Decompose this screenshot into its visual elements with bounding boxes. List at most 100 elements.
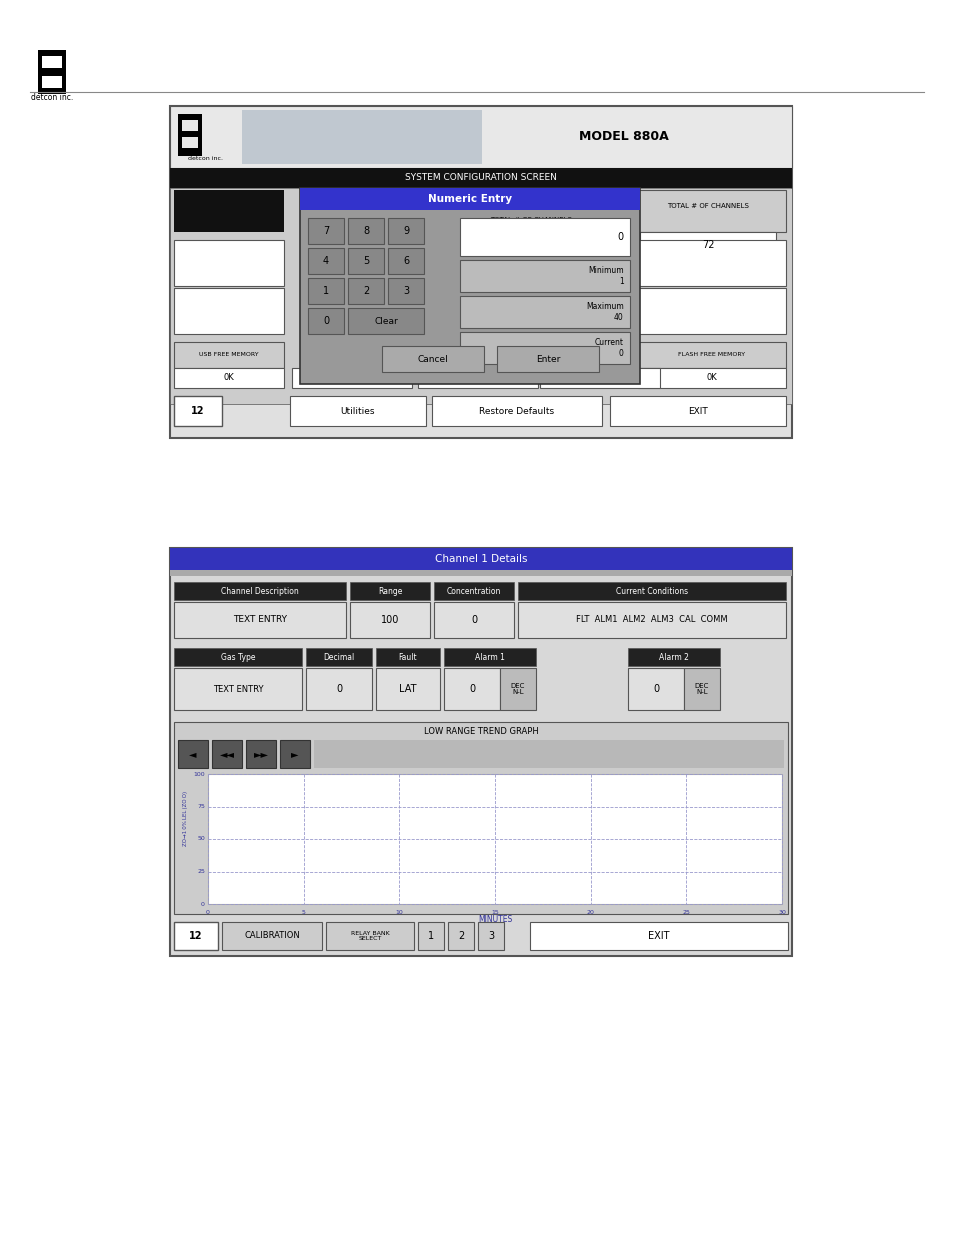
Bar — [308, 278, 344, 304]
Text: 0: 0 — [617, 232, 623, 242]
Text: 0K: 0K — [223, 373, 234, 383]
Bar — [173, 240, 284, 287]
Text: 8: 8 — [362, 226, 369, 236]
Text: LAT: LAT — [399, 684, 416, 694]
Text: 12: 12 — [191, 406, 205, 416]
Text: ◄: ◄ — [189, 748, 196, 760]
Bar — [182, 120, 198, 131]
Text: 2: 2 — [457, 931, 464, 941]
Text: Utilities: Utilities — [340, 406, 375, 415]
Bar — [348, 248, 384, 274]
Bar — [459, 296, 629, 329]
Bar — [173, 722, 787, 914]
Text: Maximum
40: Maximum 40 — [585, 303, 623, 321]
Bar — [443, 668, 499, 710]
Bar — [173, 923, 218, 950]
Bar — [306, 668, 372, 710]
Bar — [242, 110, 481, 164]
Bar — [629, 288, 785, 333]
Text: 15: 15 — [491, 910, 498, 915]
Bar — [308, 308, 344, 333]
Bar — [299, 188, 639, 384]
Text: 100: 100 — [380, 615, 398, 625]
Text: 100: 100 — [193, 772, 205, 777]
Text: 12: 12 — [189, 931, 203, 941]
Text: TOTAL # OF CHANNELS: TOTAL # OF CHANNELS — [490, 217, 572, 224]
Text: Concentration: Concentration — [446, 587, 500, 595]
Bar — [499, 668, 536, 710]
Text: Clear: Clear — [374, 316, 397, 326]
Bar — [170, 548, 791, 571]
Bar — [388, 248, 423, 274]
Bar — [517, 601, 785, 638]
Text: 2: 2 — [362, 287, 369, 296]
Text: 0: 0 — [201, 902, 205, 906]
Bar — [375, 668, 439, 710]
Text: 1: 1 — [428, 931, 434, 941]
Bar — [609, 396, 785, 426]
Bar — [306, 648, 372, 666]
Text: 0: 0 — [335, 684, 342, 694]
Text: 25: 25 — [681, 910, 690, 915]
Bar — [417, 923, 443, 950]
Bar — [448, 923, 474, 950]
Bar — [627, 668, 683, 710]
Text: Channel Description: Channel Description — [221, 587, 298, 595]
Text: 7: 7 — [322, 226, 329, 236]
Bar — [290, 396, 426, 426]
Bar — [348, 278, 384, 304]
Bar — [173, 648, 302, 666]
Text: 72: 72 — [701, 240, 714, 249]
Text: Cancel: Cancel — [416, 354, 448, 363]
Text: 30: 30 — [778, 910, 785, 915]
Bar — [182, 137, 198, 148]
Bar — [348, 308, 423, 333]
Text: 20: 20 — [586, 910, 594, 915]
Text: detcon inc.: detcon inc. — [189, 156, 223, 161]
Bar — [350, 601, 430, 638]
Bar — [683, 668, 720, 710]
Bar — [178, 740, 208, 768]
Text: Gas Type: Gas Type — [220, 652, 255, 662]
Bar — [212, 740, 242, 768]
Text: 0: 0 — [469, 684, 475, 694]
Text: ZO→1 0% LEL (ZO O): ZO→1 0% LEL (ZO O) — [183, 790, 189, 846]
Text: 0K: 0K — [346, 373, 357, 383]
Bar — [459, 219, 629, 256]
Bar — [638, 342, 785, 368]
Text: 3: 3 — [402, 287, 409, 296]
Text: TOTAL # OF CHANNELS: TOTAL # OF CHANNELS — [666, 203, 748, 209]
Text: Decimal: Decimal — [323, 652, 355, 662]
Bar — [477, 923, 503, 950]
Bar — [222, 923, 322, 950]
Bar — [629, 240, 785, 287]
Text: CALIBRATION: CALIBRATION — [244, 931, 299, 941]
Text: TEXT ENTRY: TEXT ENTRY — [233, 615, 287, 625]
Text: Enter: Enter — [536, 354, 559, 363]
Text: Current Conditions: Current Conditions — [616, 587, 687, 595]
Text: 0K: 0K — [706, 373, 717, 383]
Text: FLT  ALM1  ALM2  ALM3  CAL  COMM: FLT ALM1 ALM2 ALM3 CAL COMM — [576, 615, 727, 625]
Bar — [417, 368, 537, 388]
Text: 3: 3 — [487, 931, 494, 941]
Text: 0: 0 — [471, 615, 476, 625]
Text: 75: 75 — [197, 804, 205, 809]
Bar — [638, 368, 785, 388]
Bar — [42, 77, 62, 88]
Text: Minimum
1: Minimum 1 — [588, 267, 623, 285]
Text: MODEL 880A: MODEL 880A — [578, 130, 668, 142]
Text: 10: 10 — [395, 910, 403, 915]
Bar — [170, 548, 791, 956]
Bar — [348, 219, 384, 245]
Text: Range: Range — [377, 587, 402, 595]
Bar — [173, 190, 284, 232]
Text: ►►: ►► — [253, 748, 268, 760]
Text: Alarm 1: Alarm 1 — [475, 652, 504, 662]
Bar — [170, 106, 791, 438]
Bar — [173, 110, 237, 164]
Text: Channel 1 Details: Channel 1 Details — [435, 555, 527, 564]
Bar — [299, 188, 639, 210]
Text: 25: 25 — [197, 869, 205, 874]
Bar — [530, 923, 787, 950]
Bar — [314, 740, 783, 768]
